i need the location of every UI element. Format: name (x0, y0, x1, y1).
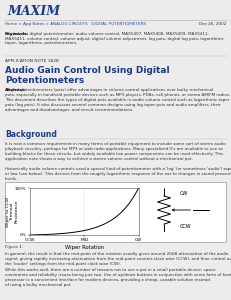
Text: Background: Background (5, 130, 57, 139)
Text: While this works well, there are a number of reasons not to use a pot in a small: While this works well, there are a numbe… (5, 268, 231, 287)
Text: Dec 26, 2002: Dec 26, 2002 (199, 22, 226, 26)
Text: Keywords:: Keywords: (5, 32, 29, 36)
X-axis label: Wiper Rotation: Wiper Rotation (65, 245, 104, 250)
Text: Digital potentiometers (pots) offer advantages in volume control applications ov: Digital potentiometers (pots) offer adva… (5, 88, 230, 112)
Text: CW: CW (180, 191, 188, 196)
Text: It is now a common requirement in many forms of portable equipment to include so: It is now a common requirement in many f… (5, 142, 226, 161)
Text: Audio Gain Control Using Digital: Audio Gain Control Using Digital (5, 66, 170, 75)
Text: CCW: CCW (180, 224, 192, 229)
Text: Abstract:: Abstract: (5, 88, 27, 92)
Text: Home > App Notes > ANALOG CIRCUITS   DIGITAL POTENTIOMETERS: Home > App Notes > ANALOG CIRCUITS DIGIT… (5, 22, 146, 26)
Text: MAXIM: MAXIM (7, 5, 60, 18)
Text: digital pot, digital potentiometer, audio volume control, MAX5407, MAX5408, MAX5: digital pot, digital potentiometer, audi… (5, 32, 224, 45)
Text: Potentiometers: Potentiometers (5, 76, 84, 85)
Bar (5, 182, 226, 242)
Text: Historically audio volume controls used a special kind of potentiometer with a ': Historically audio volume controls used … (5, 167, 231, 181)
Y-axis label: Wiper to CCW
Terminal
Resistance: Wiper to CCW Terminal Resistance (6, 196, 19, 226)
Text: Figure 1.: Figure 1. (5, 245, 23, 249)
Text: APPLICATION NOTE 1828: APPLICATION NOTE 1828 (5, 59, 59, 63)
Text: In general, the result is that the mid-point of the rotation usually gives aroun: In general, the result is that the mid-p… (5, 252, 231, 266)
